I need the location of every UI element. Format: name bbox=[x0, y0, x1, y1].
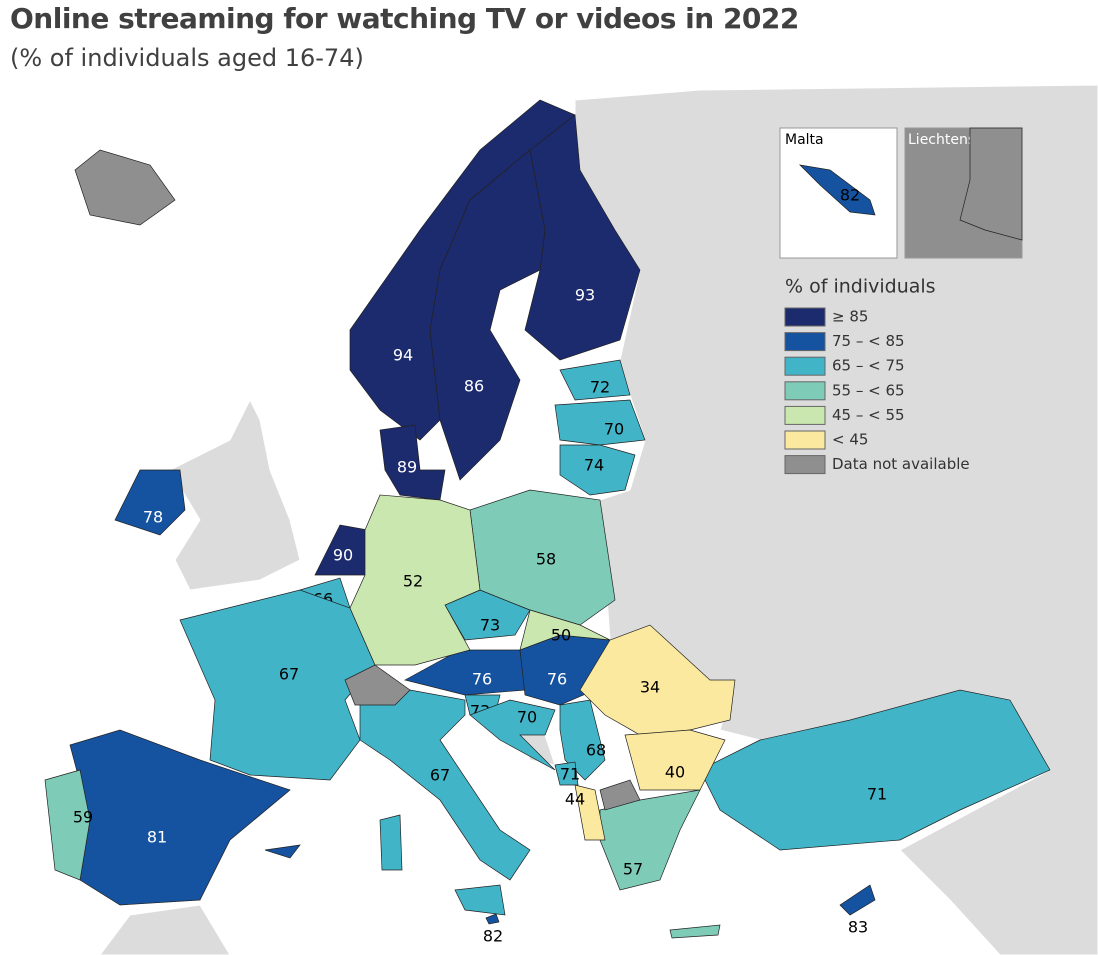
region bbox=[599, 789, 701, 891]
legend-swatch bbox=[784, 356, 826, 376]
region-value: 71 bbox=[867, 785, 887, 804]
region bbox=[379, 424, 446, 501]
region bbox=[699, 689, 1051, 851]
region-value: 83 bbox=[848, 918, 868, 937]
region-value: 82 bbox=[483, 927, 503, 946]
region-value: 68 bbox=[586, 741, 606, 760]
legend-label: ≥ 85 bbox=[832, 308, 868, 326]
region-value: 71 bbox=[560, 765, 580, 784]
region-value: 78 bbox=[143, 508, 163, 527]
region-value: 50 bbox=[551, 626, 571, 645]
region bbox=[554, 399, 646, 446]
region bbox=[554, 761, 579, 786]
legend-label: 45 – < 55 bbox=[832, 406, 905, 424]
region bbox=[429, 149, 546, 481]
region bbox=[114, 469, 186, 536]
region bbox=[519, 609, 611, 651]
region-value: 57 bbox=[623, 860, 643, 879]
inset-label: Malta bbox=[785, 132, 824, 148]
region bbox=[469, 699, 556, 771]
legend-title: % of individuals bbox=[785, 276, 936, 298]
legend-swatch bbox=[784, 332, 826, 352]
region-value: 34 bbox=[640, 678, 660, 697]
legend-swatch bbox=[784, 405, 826, 425]
legend-label: 55 – < 65 bbox=[832, 381, 905, 399]
region-value: 76 bbox=[472, 670, 492, 689]
region bbox=[839, 884, 876, 916]
legend-label: 65 – < 75 bbox=[832, 357, 905, 375]
region-value: 52 bbox=[403, 572, 423, 591]
region bbox=[349, 494, 481, 666]
legend-swatch bbox=[784, 381, 826, 401]
legend-swatch bbox=[784, 307, 826, 327]
region-no-data bbox=[959, 127, 1023, 241]
region bbox=[579, 624, 736, 736]
region-value: 44 bbox=[565, 790, 585, 809]
region-no-data bbox=[599, 779, 641, 811]
region bbox=[669, 924, 721, 939]
region-value: 93 bbox=[575, 286, 595, 305]
legend-label: Data not available bbox=[832, 455, 970, 473]
region bbox=[485, 913, 500, 925]
region bbox=[574, 784, 606, 841]
region-value: 70 bbox=[604, 420, 624, 439]
africa bbox=[99, 904, 231, 955]
region bbox=[264, 844, 301, 859]
region-value: 82 bbox=[840, 186, 860, 205]
region bbox=[624, 729, 726, 791]
region-value: 73 bbox=[480, 616, 500, 635]
region-value: 86 bbox=[464, 377, 484, 396]
region bbox=[798, 164, 876, 216]
region-value: 58 bbox=[536, 550, 556, 569]
region-value: 76 bbox=[547, 670, 567, 689]
region-value: 70 bbox=[517, 708, 537, 727]
region-no-data bbox=[344, 664, 411, 706]
region bbox=[559, 359, 631, 401]
region-value: 59 bbox=[73, 808, 93, 827]
uk bbox=[169, 379, 301, 591]
legend-label: < 45 bbox=[832, 431, 868, 449]
legend-label: 75 – < 85 bbox=[832, 332, 905, 350]
region-no-data bbox=[74, 149, 176, 226]
region bbox=[469, 489, 616, 626]
title: Online streaming for watching TV or vide… bbox=[10, 2, 799, 35]
region-value: 67 bbox=[430, 766, 450, 785]
subtitle: (% of individuals aged 16-74) bbox=[10, 44, 364, 72]
region-value: 90 bbox=[333, 546, 353, 565]
region-value: 74 bbox=[584, 456, 604, 475]
region bbox=[379, 814, 403, 871]
region bbox=[44, 769, 91, 881]
region-value: 40 bbox=[665, 763, 685, 782]
region-value: 81 bbox=[147, 828, 167, 847]
region bbox=[454, 884, 506, 916]
legend-swatch bbox=[784, 455, 826, 475]
region-value: 94 bbox=[393, 346, 413, 365]
region-value: 67 bbox=[279, 665, 299, 684]
region-value: 89 bbox=[397, 458, 417, 477]
legend-swatch bbox=[784, 430, 826, 450]
region bbox=[559, 444, 636, 496]
region-value: 72 bbox=[590, 378, 610, 397]
region bbox=[359, 689, 531, 881]
